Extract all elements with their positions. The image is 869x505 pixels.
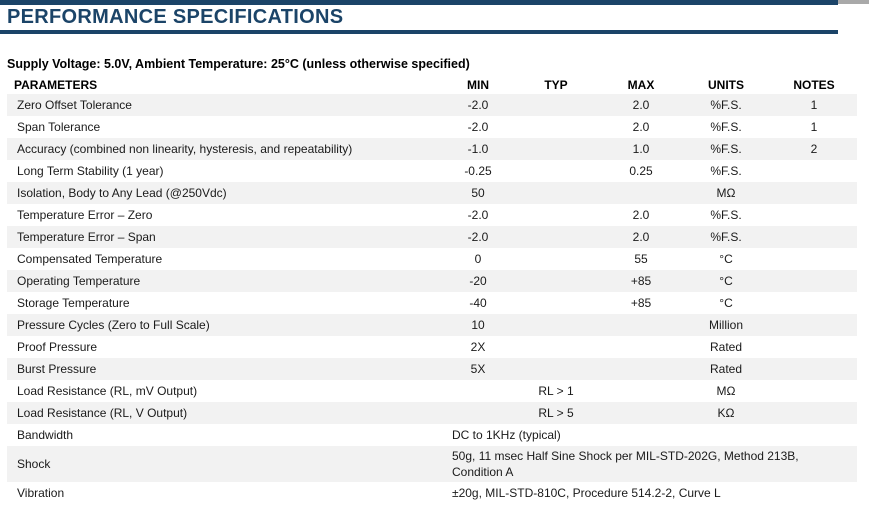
row-units: %F.S. bbox=[710, 230, 742, 244]
row-parameter: Burst Pressure bbox=[17, 362, 97, 376]
row-units: KΩ bbox=[717, 406, 735, 420]
row-parameter: Load Resistance (RL, V Output) bbox=[17, 406, 188, 420]
row-notes: 1 bbox=[810, 120, 818, 134]
row-units: MΩ bbox=[716, 186, 736, 200]
row-min: -2.0 bbox=[467, 120, 489, 134]
row-min: -0.25 bbox=[464, 164, 492, 178]
top-border-rule bbox=[0, 0, 838, 5]
table-row: Shock 50g, 11 msec Half Sine Shock per MI… bbox=[7, 446, 857, 482]
top-corner-strip bbox=[838, 0, 869, 4]
row-parameter: Shock bbox=[17, 457, 51, 471]
row-min: 2X bbox=[470, 340, 486, 354]
row-units: %F.S. bbox=[710, 98, 742, 112]
table-row: Burst Pressure 5X Rated bbox=[7, 358, 857, 380]
row-max: 1.0 bbox=[632, 142, 650, 156]
row-units: °C bbox=[719, 274, 733, 288]
row-value: DC to 1KHz (typical) bbox=[452, 428, 561, 442]
test-condition-line: Supply Voltage: 5.0V, Ambient Temperatur… bbox=[7, 57, 470, 71]
table-row: Load Resistance (RL, V Output) RL > 5 KΩ bbox=[7, 402, 857, 424]
row-max: 0.25 bbox=[629, 164, 653, 178]
row-parameter: Storage Temperature bbox=[17, 296, 130, 310]
row-parameter: Compensated Temperature bbox=[17, 252, 163, 266]
row-max: +85 bbox=[630, 274, 652, 288]
row-parameter: Bandwidth bbox=[17, 428, 74, 442]
row-parameter: Span Tolerance bbox=[17, 120, 101, 134]
table-row: Storage Temperature -40 +85 °C bbox=[7, 292, 857, 314]
row-min: -2.0 bbox=[467, 208, 489, 222]
row-min: 10 bbox=[471, 318, 485, 332]
table-row: Temperature Error – Zero -2.0 2.0 %F.S. bbox=[7, 204, 857, 226]
title-underline-rule bbox=[0, 30, 838, 34]
row-parameter: Load Resistance (RL, mV Output) bbox=[17, 384, 198, 398]
table-row: Accuracy (combined non linearity, hyster… bbox=[7, 138, 857, 160]
row-parameter: Temperature Error – Zero bbox=[17, 208, 153, 222]
row-max: 2.0 bbox=[632, 98, 650, 112]
row-units: °C bbox=[719, 252, 733, 266]
row-min: 50 bbox=[471, 186, 485, 200]
table-row: Pressure Cycles (Zero to Full Scale) 10 Mi… bbox=[7, 314, 857, 336]
row-min: -2.0 bbox=[467, 230, 489, 244]
row-max: 2.0 bbox=[632, 230, 650, 244]
row-parameter: Vibration bbox=[17, 486, 65, 500]
table-row: Compensated Temperature 0 55 °C bbox=[7, 248, 857, 270]
table-header-row: PARAMETERS MIN TYP MAX UNITS NOTES bbox=[7, 75, 857, 94]
column-header-min: MIN bbox=[467, 77, 489, 92]
row-units: %F.S. bbox=[710, 120, 742, 134]
row-parameter: Temperature Error – Span bbox=[17, 230, 156, 244]
row-min: -1.0 bbox=[467, 142, 489, 156]
column-header-typ: TYP bbox=[544, 77, 568, 92]
row-units: °C bbox=[719, 296, 733, 310]
table-row: Proof Pressure 2X Rated bbox=[7, 336, 857, 358]
spec-table: PARAMETERS MIN TYP MAX UNITS NOTES Zero … bbox=[7, 75, 857, 504]
row-parameter: Pressure Cycles (Zero to Full Scale) bbox=[17, 318, 210, 332]
table-row: Isolation, Body to Any Lead (@250Vdc) 50 M… bbox=[7, 182, 857, 204]
row-units: MΩ bbox=[716, 384, 736, 398]
row-parameter: Proof Pressure bbox=[17, 340, 98, 354]
row-typ: RL > 5 bbox=[538, 406, 574, 420]
row-parameter: Operating Temperature bbox=[17, 274, 141, 288]
table-row: Zero Offset Tolerance -2.0 2.0 %F.S. 1 bbox=[7, 94, 857, 116]
row-max: 2.0 bbox=[632, 208, 650, 222]
row-parameter: Long Term Stability (1 year) bbox=[17, 164, 164, 178]
column-header-units: UNITS bbox=[708, 77, 744, 92]
row-units: %F.S. bbox=[710, 142, 742, 156]
row-min: -20 bbox=[469, 274, 487, 288]
row-units: Rated bbox=[709, 362, 743, 376]
table-row: Vibration ±20g, MIL-STD-810C, Procedure 5… bbox=[7, 482, 857, 504]
table-row: Span Tolerance -2.0 2.0 %F.S. 1 bbox=[7, 116, 857, 138]
row-parameter: Isolation, Body to Any Lead (@250Vdc) bbox=[17, 186, 227, 200]
row-min: 5X bbox=[470, 362, 486, 376]
row-min: 0 bbox=[474, 252, 482, 266]
row-units: Rated bbox=[709, 340, 743, 354]
table-rows: Zero Offset Tolerance -2.0 2.0 %F.S. 1 Span T… bbox=[7, 94, 857, 504]
row-max: 2.0 bbox=[632, 120, 650, 134]
row-min: -40 bbox=[469, 296, 487, 310]
row-notes: 2 bbox=[810, 142, 818, 156]
column-header-max: MAX bbox=[627, 77, 655, 92]
row-units: %F.S. bbox=[710, 208, 742, 222]
row-value: ±20g, MIL-STD-810C, Procedure 514.2-2, C… bbox=[452, 486, 721, 500]
column-header-notes: NOTES bbox=[793, 77, 835, 92]
row-min: -2.0 bbox=[467, 98, 489, 112]
row-max: +85 bbox=[630, 296, 652, 310]
table-row: Long Term Stability (1 year) -0.25 0.25 %F.… bbox=[7, 160, 857, 182]
table-row: Load Resistance (RL, mV Output) RL > 1 MΩ bbox=[7, 380, 857, 402]
table-row: Bandwidth DC to 1KHz (typical) bbox=[7, 424, 857, 446]
table-row: Temperature Error – Span -2.0 2.0 %F.S. bbox=[7, 226, 857, 248]
row-notes: 1 bbox=[810, 98, 818, 112]
row-value: 50g, 11 msec Half Sine Shock per MIL-STD… bbox=[452, 449, 799, 479]
table-row: Operating Temperature -20 +85 °C bbox=[7, 270, 857, 292]
row-max: 55 bbox=[634, 252, 648, 266]
page-title: PERFORMANCE SPECIFICATIONS bbox=[7, 6, 344, 28]
row-typ: RL > 1 bbox=[538, 384, 574, 398]
row-units: Million bbox=[708, 318, 743, 332]
row-parameter: Zero Offset Tolerance bbox=[17, 98, 132, 112]
column-header-parameters: PARAMETERS bbox=[14, 77, 98, 92]
row-parameter: Accuracy (combined non linearity, hyster… bbox=[17, 142, 353, 156]
row-units: %F.S. bbox=[710, 164, 742, 178]
